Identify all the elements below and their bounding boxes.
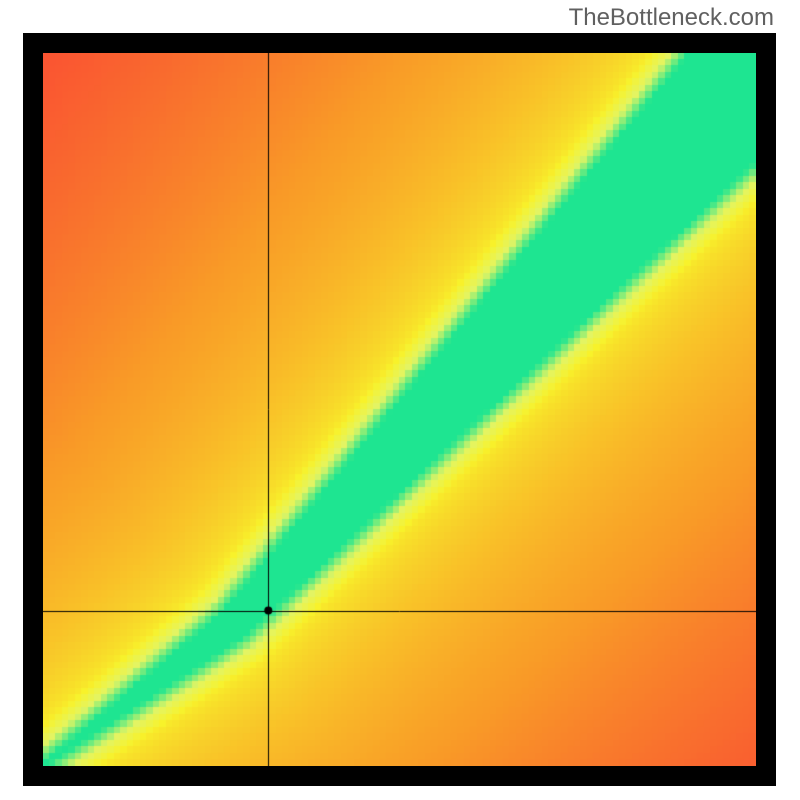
bottleneck-heatmap: [43, 53, 756, 766]
watermark-label: TheBottleneck.com: [569, 4, 774, 32]
